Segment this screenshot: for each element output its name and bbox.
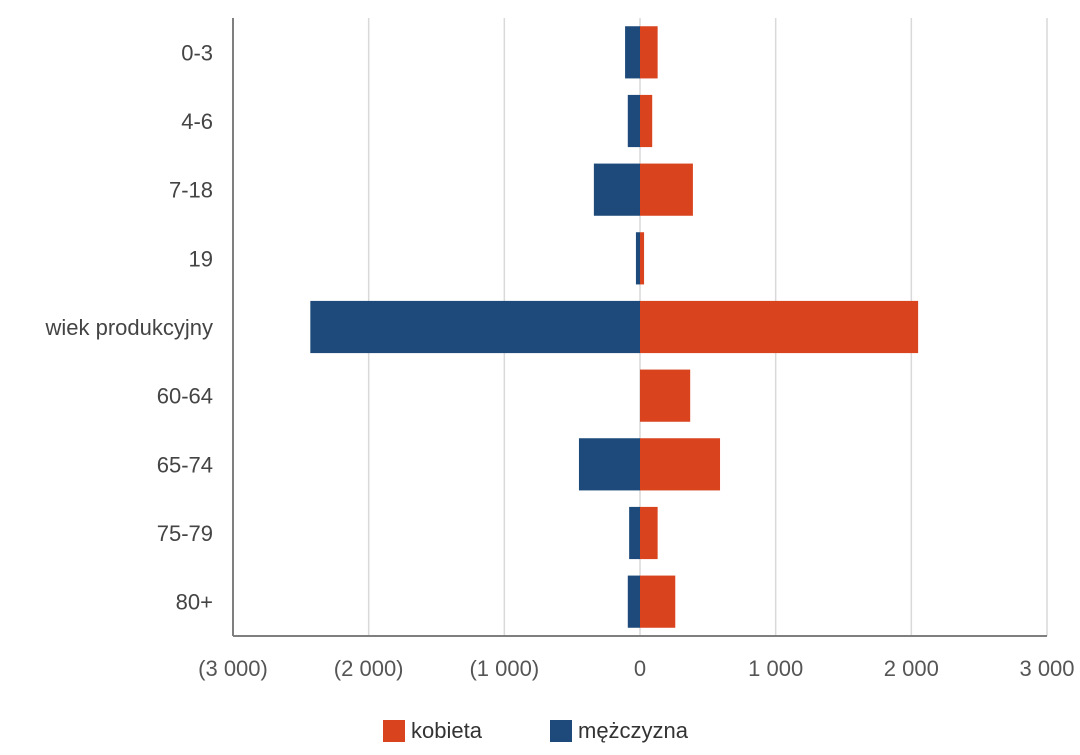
bar-mezczyzna (625, 26, 640, 79)
bar-kobieta (640, 163, 693, 216)
bar-mezczyzna (629, 506, 640, 560)
x-tick-label: (1 000) (469, 656, 539, 681)
bar-mezczyzna (593, 163, 640, 216)
bar-kobieta (640, 26, 658, 79)
bar-kobieta (640, 506, 658, 560)
bar-kobieta (640, 300, 919, 354)
y-category-label: wiek produkcyjny (44, 315, 213, 340)
y-category-label: 75-79 (157, 521, 213, 546)
bar-mezczyzna (635, 232, 640, 285)
legend-label-kobieta: kobieta (411, 718, 482, 743)
y-category-label: 65-74 (157, 452, 213, 477)
x-tick-label: 3 000 (1019, 656, 1074, 681)
legend-swatch-kobieta (383, 720, 405, 742)
y-category-label: 4-6 (181, 109, 213, 134)
bar-kobieta (640, 94, 653, 148)
bar-kobieta (640, 438, 721, 491)
legend: kobieta mężczyzna (0, 718, 1080, 748)
axes (232, 18, 1047, 637)
tick-labels: (3 000) (2 000) (1 000) 0 1 000 2 000 3 000 0-3… (44, 40, 1074, 681)
bar-kobieta (640, 232, 645, 285)
bar-mezczyzna (310, 300, 640, 354)
y-category-label: 60-64 (157, 384, 213, 409)
y-category-label: 0-3 (181, 40, 213, 65)
legend-item-kobieta: kobieta (383, 718, 482, 744)
y-category-label: 80+ (176, 590, 213, 615)
bar-mezczyzna (627, 94, 640, 148)
y-category-label: 7-18 (169, 178, 213, 203)
x-tick-label: (2 000) (334, 656, 404, 681)
bar-kobieta (640, 575, 676, 628)
bar-mezczyzna (578, 438, 640, 491)
population-pyramid-chart: (3 000) (2 000) (1 000) 0 1 000 2 000 3 000 0-3… (44, 18, 1075, 681)
x-tick-label: (3 000) (198, 656, 268, 681)
legend-item-mezczyzna: mężczyzna (550, 718, 688, 744)
bar-mezczyzna (627, 575, 640, 628)
x-tick-label: 1 000 (748, 656, 803, 681)
x-tick-label: 0 (634, 656, 646, 681)
legend-label-mezczyzna: mężczyzna (578, 718, 689, 743)
legend-swatch-mezczyzna (550, 720, 572, 742)
bars (310, 26, 919, 628)
x-tick-label: 2 000 (884, 656, 939, 681)
bar-kobieta (640, 369, 691, 422)
y-category-label: 19 (189, 246, 213, 271)
